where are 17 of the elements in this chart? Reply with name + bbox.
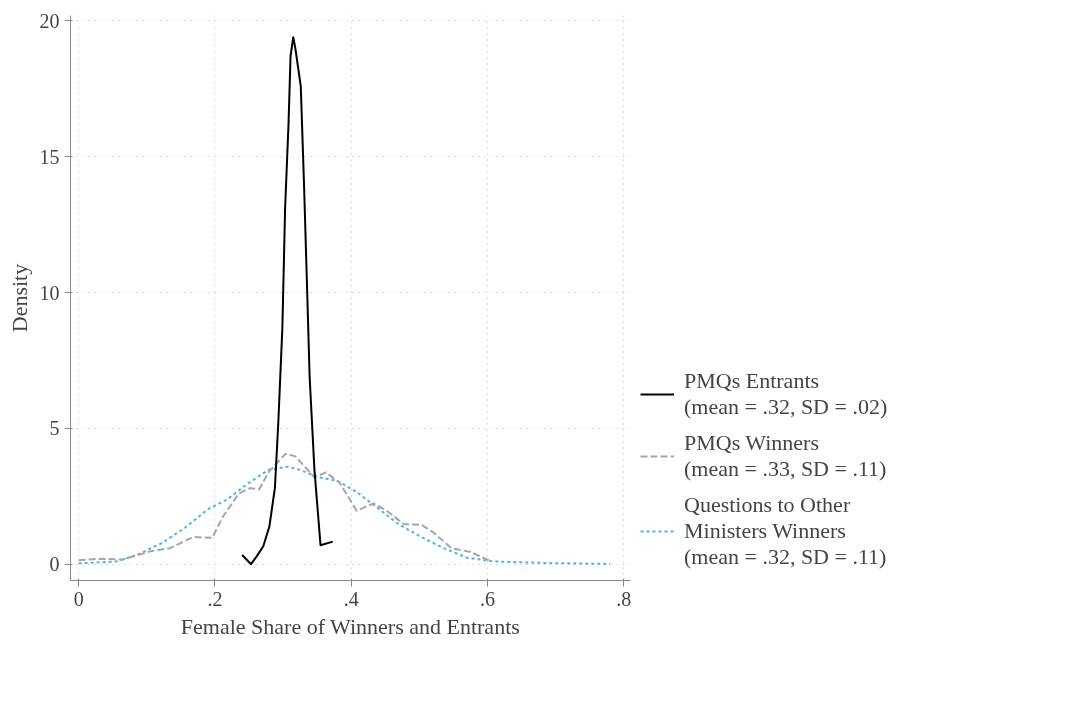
y-tick-label: 20 <box>39 9 60 32</box>
legend-label: PMQs Entrants (mean = .32, SD = .02) <box>684 368 888 420</box>
y-tick-label: 5 <box>49 417 60 440</box>
legend-label: Questions to Other Ministers Winners (mean = .32, SD = .11) <box>684 492 887 570</box>
x-tick-label: .6 <box>479 587 495 610</box>
x-axis-title: Female Share of Winners and Entrants <box>180 613 520 639</box>
line-series <box>241 36 334 566</box>
y-tick-label: 10 <box>39 281 60 304</box>
legend-label: PMQs Winners (mean = .33, SD = .11) <box>684 430 887 482</box>
y-tick-label: 0 <box>49 553 60 576</box>
line-series <box>77 465 612 565</box>
x-tick-label: .2 <box>207 587 223 610</box>
y-tick-label: 15 <box>39 145 60 168</box>
x-tick-label: 0 <box>73 587 84 610</box>
x-tick-label: .4 <box>343 587 359 610</box>
y-axis-title: Density <box>6 263 32 333</box>
x-tick-label: .8 <box>616 587 632 610</box>
